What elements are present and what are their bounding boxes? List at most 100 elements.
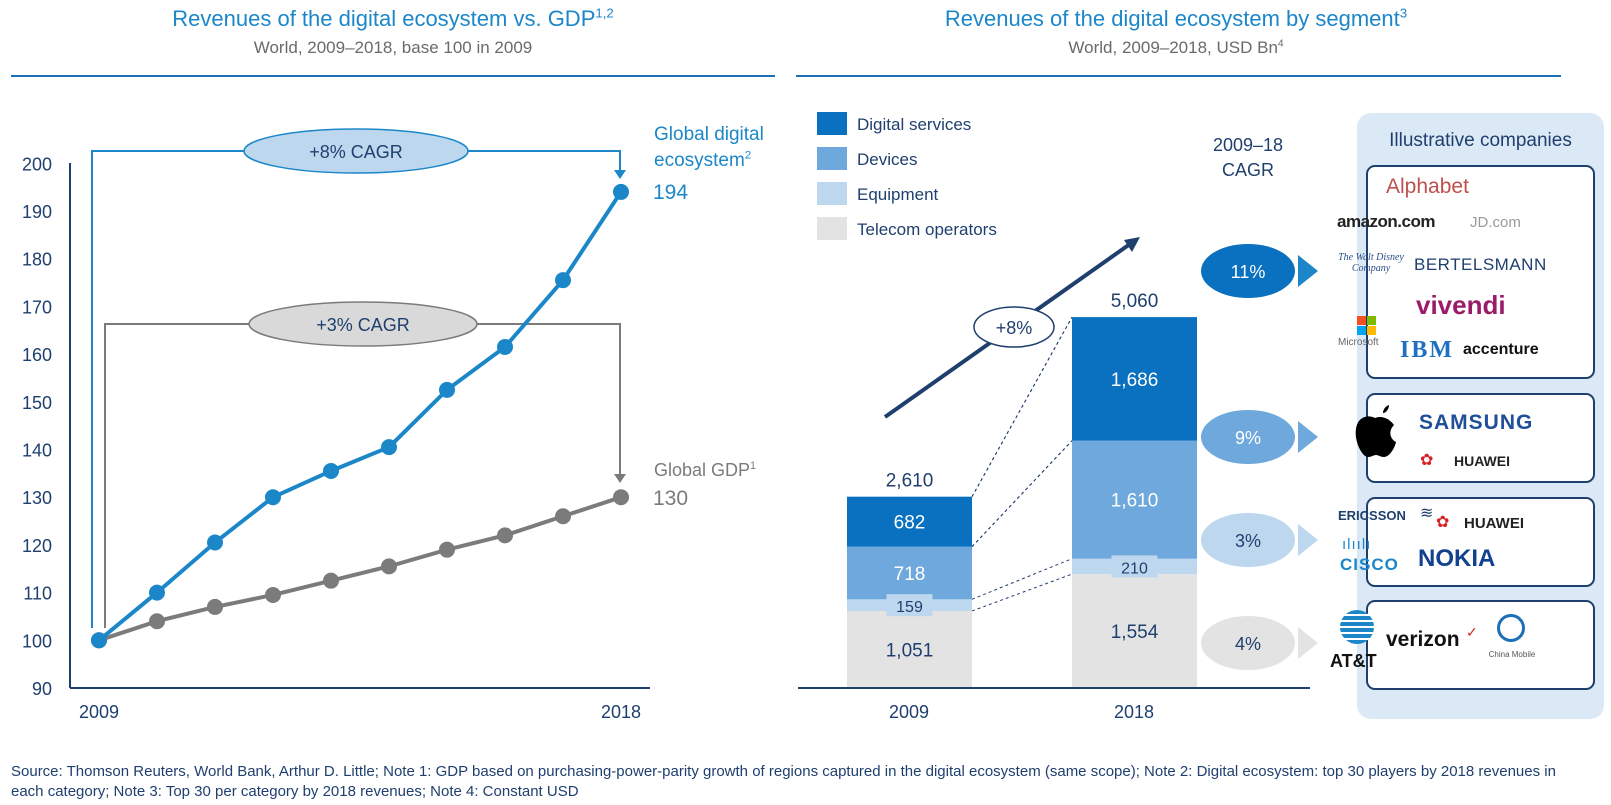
segment-cagr-column: 11% 9% 3% 4% (1201, 244, 1318, 670)
x-tick-2018: 2018 (601, 702, 641, 722)
companies-box-devices (1366, 393, 1595, 483)
series-digital-end-value: 194 (653, 181, 689, 204)
cagr-pointer (1298, 524, 1318, 556)
y-tick-label: 120 (22, 536, 52, 556)
logo-disney: The Walt Disney Company (1338, 252, 1404, 274)
verizon-check-icon: ✓ (1466, 624, 1478, 640)
value-label-bg (1111, 555, 1158, 578)
cagr-gdp-ellipse (248, 301, 478, 347)
legend-label: Digital services (857, 115, 971, 134)
bar-total-label: 5,060 (1111, 291, 1159, 312)
series-gdp-end-value: 130 (653, 487, 689, 510)
logo-microsoft-icon (1357, 316, 1377, 336)
bar-x-tick-2018: 2018 (1114, 702, 1154, 722)
logo-huawei-equipment: HUAWEI (1464, 515, 1524, 532)
cagr-pointer (1298, 421, 1318, 453)
cagr-pill (1201, 244, 1295, 298)
cagr-pill-label: 9% (1235, 428, 1261, 448)
legend-label: Devices (857, 150, 917, 169)
bar-value-label: 682 (894, 513, 926, 534)
y-tick-label: 180 (22, 250, 52, 270)
data-point (323, 462, 339, 479)
data-point (381, 558, 397, 575)
series-gdp-label-sup: 1 (750, 460, 757, 472)
segment-connector (971, 558, 1073, 600)
right-chart-title-text: Revenues of the digital ecosystem by seg… (944, 6, 1400, 31)
left-title-rule (11, 75, 775, 77)
series-digital-label: Global digital ecosystem2 (654, 122, 764, 174)
growth-label: +8% (996, 318, 1033, 338)
left-chart-title-text: Revenues of the digital ecosystem vs. GD… (172, 6, 596, 31)
data-point (149, 613, 165, 630)
data-point (555, 508, 571, 525)
series-line (98, 495, 622, 643)
logo-amazon: amazon.com (1337, 212, 1435, 231)
bar-value-label: 159 (896, 599, 923, 616)
logo-jd: JD.com (1470, 214, 1521, 231)
data-point (613, 183, 629, 200)
data-point (613, 489, 629, 506)
logo-alphabet: Alphabet (1386, 175, 1469, 198)
bar-total-label: 2,610 (886, 471, 934, 492)
line-chart: 90 100 110 120 130 140 150 160 170 180 190 200 +8% … (22, 128, 650, 722)
data-point (207, 534, 223, 551)
logo-china-mobile: China Mobile (1488, 650, 1536, 659)
china-mobile-icon (1497, 614, 1525, 642)
cagr-pill (1201, 410, 1295, 464)
stacked-bar-chart: Digital services Devices Equipment Telecom … (798, 112, 1318, 722)
left-chart-subtitle: World, 2009–2018, base 100 in 2009 (253, 38, 533, 57)
companies-box-telecom (1366, 600, 1595, 690)
data-point (265, 586, 281, 603)
y-axis: 90 100 110 120 130 140 150 160 170 180 190 200 (22, 154, 52, 699)
bar-segment (847, 610, 972, 688)
logo-ibm: IBM (1400, 337, 1454, 363)
y-tick-label: 170 (22, 297, 52, 317)
y-tick-label: 150 (22, 393, 52, 413)
companies-box-digital-services (1366, 165, 1595, 379)
series-digital-label-line2-text: ecosystem (654, 150, 745, 171)
data-point (323, 572, 339, 589)
right-chart-subtitle: World, 2009–2018, USD Bn4 (796, 37, 1556, 59)
right-chart-subtitle-sup: 4 (1277, 38, 1284, 50)
segment-connector (971, 573, 1073, 612)
cagr-pointer (1298, 255, 1318, 287)
y-tick-label: 130 (22, 488, 52, 508)
att-icon (1340, 610, 1374, 644)
logo-cisco: CISCO (1340, 555, 1399, 574)
logo-vivendi: vivendi (1416, 290, 1506, 320)
cagr-header-line2: CAGR (1222, 160, 1274, 180)
companies-panel-title: Illustrative companies (1389, 130, 1572, 151)
huawei-icon: ✿ (1436, 514, 1450, 531)
y-tick-label: 110 (23, 584, 52, 604)
logo-samsung: SAMSUNG (1419, 411, 1534, 434)
series-digital-label-sup: 2 (744, 149, 752, 162)
legend-swatch (817, 112, 847, 135)
series-gdp-label-text: Global GDP (654, 460, 751, 480)
y-tick-label: 160 (22, 345, 52, 365)
logo-huawei-devices: HUAWEI (1454, 453, 1510, 469)
logo-ericsson: ERICSSON (1338, 508, 1406, 523)
y-tick-label: 90 (32, 679, 52, 699)
series-line (97, 190, 623, 642)
source-footnote: Source: Thomson Reuters, World Bank, Art… (11, 763, 1556, 800)
bar-value-label: 1,686 (1111, 370, 1159, 391)
legend: Digital services Devices Equipment Telecom … (817, 112, 997, 240)
bar-segment (1072, 317, 1197, 441)
segment-connector (971, 316, 1073, 497)
logo-accenture: accenture (1463, 341, 1539, 358)
bar-segment (847, 546, 972, 600)
data-point (555, 272, 571, 289)
cagr-pill-label: 3% (1235, 531, 1261, 551)
cagr-gdp-label: +3% CAGR (316, 315, 410, 335)
segment-connector (971, 440, 1073, 548)
data-point (149, 584, 165, 601)
left-chart-title-sup: 1,2 (595, 5, 614, 21)
logo-nokia: NOKIA (1418, 545, 1496, 572)
cagr-digital-arrowhead (614, 170, 626, 179)
bar-value-label: 210 (1121, 560, 1148, 577)
y-tick-label: 190 (22, 202, 52, 222)
data-point (207, 598, 223, 615)
growth-ellipse (973, 306, 1055, 348)
bar-value-label: 1,610 (1111, 491, 1159, 512)
legend-swatch (817, 147, 847, 170)
